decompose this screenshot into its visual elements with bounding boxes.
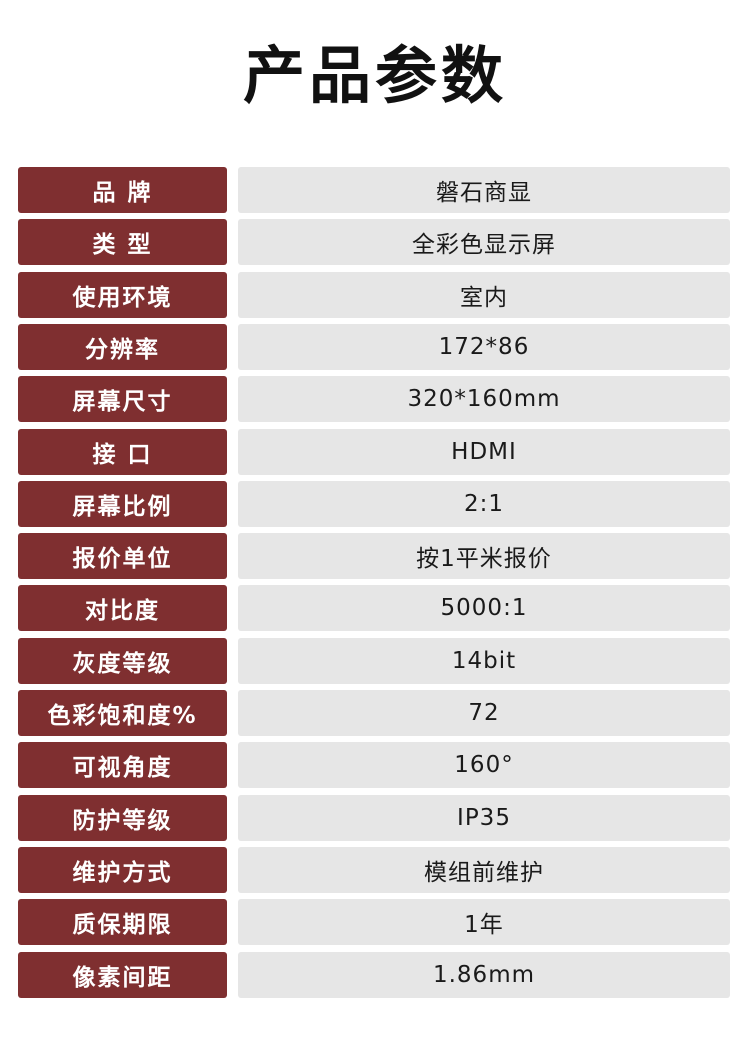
spec-label: 像素间距 bbox=[18, 951, 227, 998]
spec-value: 按1平米报价 bbox=[238, 533, 730, 580]
spec-row: 灰度等级 14bit bbox=[18, 637, 730, 684]
spec-row: 对比度 5000:1 bbox=[18, 585, 730, 632]
spec-row: 屏幕尺寸 320*160mm bbox=[18, 376, 730, 423]
spec-label: 维护方式 bbox=[18, 846, 227, 893]
spec-row: 使用环境 室内 bbox=[18, 271, 730, 318]
spec-label: 品 牌 bbox=[18, 167, 227, 213]
spec-row: 质保期限 1年 bbox=[18, 899, 730, 946]
spec-value: 5000:1 bbox=[238, 585, 730, 632]
spec-value: 室内 bbox=[238, 271, 730, 318]
spec-row: 防护等级 IP35 bbox=[18, 794, 730, 841]
spec-value: 2:1 bbox=[238, 480, 730, 527]
spec-label: 可视角度 bbox=[18, 742, 227, 789]
page-title: 产品参数 bbox=[242, 39, 507, 112]
spec-value: 72 bbox=[238, 690, 730, 736]
spec-label: 接 口 bbox=[18, 428, 227, 475]
spec-label: 色彩饱和度% bbox=[18, 690, 227, 736]
spec-label: 质保期限 bbox=[18, 899, 227, 946]
spec-value: 320*160mm bbox=[238, 376, 730, 423]
spec-row: 报价单位 按1平米报价 bbox=[18, 533, 730, 580]
spec-row: 类 型全彩色显示屏 bbox=[18, 219, 730, 266]
spec-label: 防护等级 bbox=[18, 794, 227, 841]
spec-row: 像素间距 1.86mm bbox=[18, 951, 730, 998]
spec-value: 全彩色显示屏 bbox=[238, 219, 730, 266]
spec-label: 分辨率 bbox=[18, 323, 227, 370]
spec-row: 品 牌磐石商显 bbox=[18, 167, 730, 213]
spec-row: 分辨率 172*86 bbox=[18, 323, 730, 370]
spec-value: 1.86mm bbox=[238, 951, 730, 998]
spec-row: 屏幕比例 2:1 bbox=[18, 480, 730, 527]
spec-label: 对比度 bbox=[18, 585, 227, 632]
spec-value: 172*86 bbox=[238, 323, 730, 370]
spec-label: 使用环境 bbox=[18, 271, 227, 318]
spec-value: 160° bbox=[238, 742, 730, 789]
spec-row: 色彩饱和度% 72 bbox=[18, 690, 730, 736]
spec-value: 14bit bbox=[238, 637, 730, 684]
spec-row: 接 口 HDMI bbox=[18, 428, 730, 475]
spec-row: 维护方式 模组前维护 bbox=[18, 846, 730, 893]
spec-value: 1年 bbox=[238, 899, 730, 946]
spec-value: 模组前维护 bbox=[238, 846, 730, 893]
spec-value: 磐石商显 bbox=[238, 167, 730, 213]
spec-label: 屏幕尺寸 bbox=[18, 376, 227, 423]
spec-row: 可视角度 160° bbox=[18, 742, 730, 789]
spec-label: 报价单位 bbox=[18, 533, 227, 580]
spec-value: HDMI bbox=[238, 428, 730, 475]
spec-label: 灰度等级 bbox=[18, 637, 227, 684]
spec-value: IP35 bbox=[238, 794, 730, 841]
spec-label: 类 型 bbox=[18, 219, 227, 266]
spec-label: 屏幕比例 bbox=[18, 480, 227, 527]
